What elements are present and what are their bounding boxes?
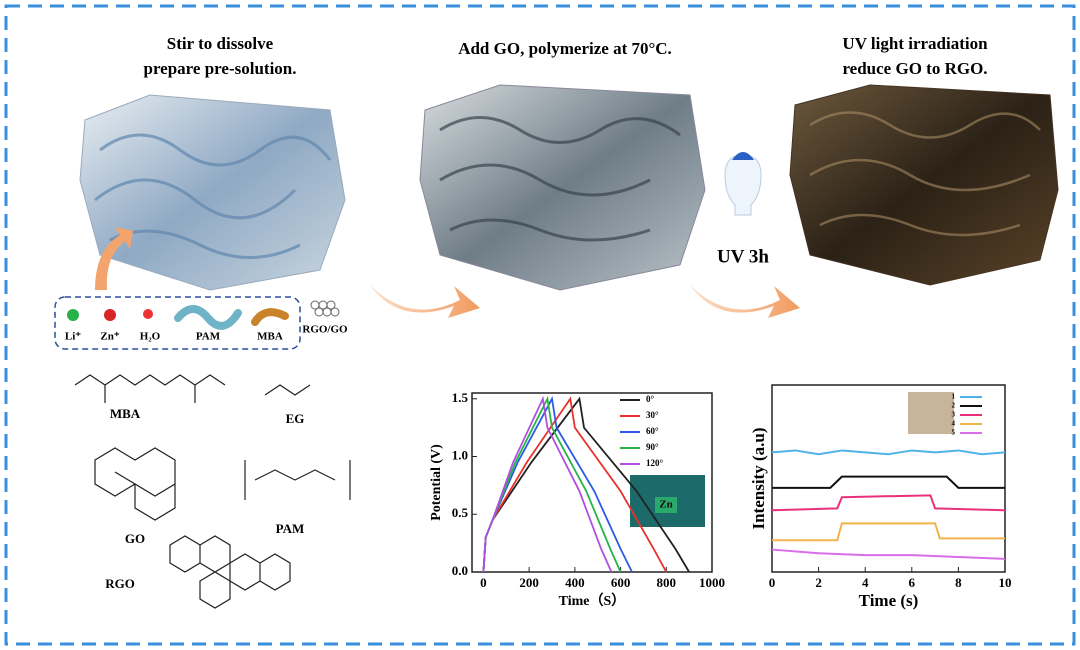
step-title: UV light irradiation bbox=[842, 34, 988, 53]
legend-label: 3 bbox=[952, 411, 956, 419]
y-tick-label: 1.5 bbox=[452, 390, 469, 405]
legend-label: 120° bbox=[646, 458, 664, 468]
legend-label: 5 bbox=[952, 429, 956, 437]
legend-label: 1 bbox=[952, 393, 956, 401]
legend-label: Zn⁺ bbox=[100, 331, 119, 343]
legend-label: 0° bbox=[646, 394, 655, 404]
hydrogel-1 bbox=[79, 94, 346, 291]
step-title: prepare pre-solution. bbox=[143, 59, 296, 78]
h2o-icon bbox=[143, 309, 153, 319]
legend-label: H₂O bbox=[140, 331, 161, 343]
series-line bbox=[772, 522, 1005, 542]
plot-frame bbox=[771, 384, 1006, 573]
uv-label: UV 3h bbox=[717, 246, 769, 267]
x-axis-label: Time（S） bbox=[559, 593, 626, 609]
inset-photo bbox=[908, 392, 954, 434]
hydrogel-2 bbox=[419, 84, 706, 291]
molecule-label: MBA bbox=[110, 406, 141, 421]
series-line bbox=[482, 395, 613, 573]
pam-icon bbox=[174, 305, 242, 330]
inset-cell bbox=[655, 497, 677, 513]
x-axis-label: Time (s) bbox=[859, 591, 919, 610]
inset-label: Zn bbox=[659, 499, 672, 511]
x-tick-label: 400 bbox=[565, 575, 585, 590]
series-line bbox=[772, 475, 1005, 489]
legend-label: 90° bbox=[646, 442, 659, 452]
legend-label: 4 bbox=[952, 420, 956, 428]
series-line bbox=[771, 494, 1006, 512]
step-title: Add GO, polymerize at 70°C. bbox=[458, 39, 672, 58]
y-tick-label: 0.5 bbox=[452, 505, 469, 520]
zn-icon bbox=[104, 309, 116, 321]
hydrogel-3 bbox=[789, 84, 1059, 286]
x-tick-label: 0 bbox=[769, 575, 776, 590]
step-title: Stir to dissolve bbox=[167, 34, 274, 53]
mba-icon bbox=[251, 308, 289, 326]
li-icon bbox=[67, 309, 79, 321]
legend-label: MBA bbox=[257, 331, 283, 343]
series-line bbox=[771, 449, 1006, 456]
legend-label: RGO/GO bbox=[302, 324, 348, 336]
y-axis-label: Potential (V) bbox=[429, 444, 444, 521]
x-tick-label: 600 bbox=[611, 575, 631, 590]
x-tick-label: 200 bbox=[519, 575, 539, 590]
legend-label: Li⁺ bbox=[65, 331, 81, 343]
legend-label: 60° bbox=[646, 426, 659, 436]
step-title: reduce GO to RGO. bbox=[842, 59, 987, 78]
y-tick-label: 1.0 bbox=[452, 448, 468, 463]
arrow bbox=[95, 227, 133, 290]
rgo-icon bbox=[310, 300, 340, 317]
plot-frame bbox=[471, 392, 713, 573]
molecule-label: RGO bbox=[105, 576, 135, 591]
uv-lamp bbox=[724, 152, 762, 216]
x-tick-label: 800 bbox=[657, 575, 677, 590]
x-tick-label: 8 bbox=[955, 575, 962, 590]
molecule-label: PAM bbox=[276, 521, 305, 536]
molecule-label: EG bbox=[286, 411, 305, 426]
x-tick-label: 0 bbox=[480, 575, 487, 590]
x-tick-label: 2 bbox=[815, 575, 822, 590]
y-axis-label: Intensity (a.u) bbox=[749, 427, 768, 529]
legend-label: PAM bbox=[196, 331, 221, 343]
arrow bbox=[370, 285, 480, 318]
frame bbox=[4, 4, 1076, 646]
legend-label: 2 bbox=[952, 402, 956, 410]
x-tick-label: 4 bbox=[862, 575, 869, 590]
legend-box bbox=[54, 296, 301, 350]
y-tick-label: 0.0 bbox=[452, 563, 468, 578]
arrow bbox=[690, 285, 800, 318]
x-tick-label: 6 bbox=[909, 575, 916, 590]
legend-label: 30° bbox=[646, 410, 659, 420]
x-tick-label: 1000 bbox=[699, 575, 725, 590]
x-tick-label: 10 bbox=[999, 575, 1012, 590]
molecules bbox=[74, 374, 351, 609]
series-line bbox=[771, 548, 1006, 560]
molecule-label: GO bbox=[125, 531, 145, 546]
